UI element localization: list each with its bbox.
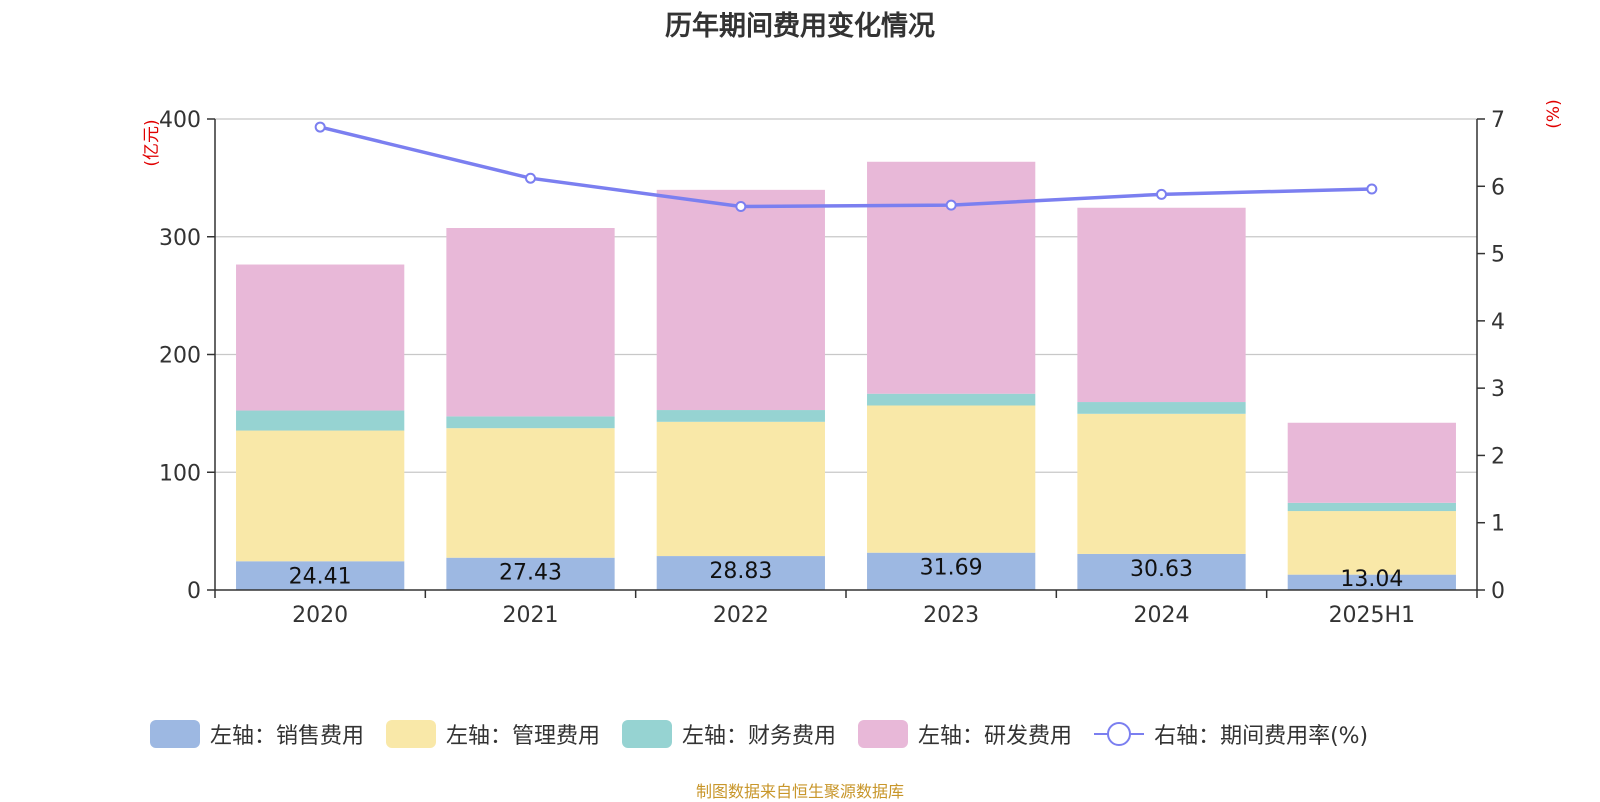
right-tick-label: 3: [1491, 377, 1505, 402]
bar-segment: [1077, 413, 1246, 554]
bar-value-label: 24.41: [289, 564, 352, 589]
bar-value-label: 31.69: [920, 556, 983, 581]
bar-segment: [867, 161, 1036, 394]
x-tick-label: 2025H1: [1329, 603, 1416, 628]
left-tick-label: 300: [159, 226, 201, 251]
legend-swatch: [622, 720, 673, 748]
rate-point: [525, 172, 536, 184]
bar-segment: [1077, 207, 1246, 403]
bar-value-label: 13.04: [1340, 567, 1403, 592]
legend-item[interactable]: 右轴：期间费用率(%): [1094, 718, 1368, 750]
bar-segment: [1287, 574, 1456, 590]
right-tick-label: 5: [1491, 243, 1505, 268]
legend-item[interactable]: 左轴：销售费用: [150, 718, 364, 750]
bar-segment: [1077, 553, 1246, 590]
bar-segment: [446, 557, 615, 590]
legend: 左轴：销售费用 左轴：管理费用 左轴：财务费用 左轴：研发费用 右轴：期间费用率(%): [150, 716, 1390, 752]
chart-canvas: 0 100 200 300 400 0 1 2 3 4 5 6 7 2020 2021 2022 2023 202…: [142, 99, 1564, 628]
bar-segment: [656, 421, 825, 557]
right-tick-label: 4: [1491, 310, 1505, 335]
bar-segment: [236, 561, 405, 590]
rate-line: [314, 121, 1378, 212]
rate-point: [1156, 188, 1167, 200]
right-axis-unit: (%): [1544, 99, 1564, 128]
legend-label: 左轴：销售费用: [210, 724, 365, 749]
x-tick-label: 2023: [923, 603, 979, 628]
rate-line-path: [319, 125, 1372, 209]
left-tick-label: 100: [159, 461, 201, 486]
bar-segment: [867, 552, 1036, 590]
left-tick-label: 200: [159, 344, 201, 369]
bar-value-label: 30.63: [1130, 557, 1193, 582]
rate-point: [735, 200, 747, 212]
right-tick-label: 1: [1491, 512, 1505, 537]
rate-point: [945, 199, 957, 211]
bars: [236, 161, 1456, 590]
bar-segment: [446, 228, 615, 417]
bar-segment: [1287, 422, 1456, 503]
grid-lines: [215, 118, 1477, 473]
right-tick-label: 6: [1491, 175, 1505, 200]
left-tick-label: 400: [159, 108, 201, 133]
legend-line-marker: [1094, 720, 1145, 748]
legend-swatch: [150, 720, 200, 748]
bar-segment: [867, 393, 1036, 406]
bar-segment: [446, 428, 615, 558]
bar-segment: [446, 416, 615, 429]
x-tick-label: 2022: [713, 603, 769, 628]
legend-item[interactable]: 左轴：研发费用: [858, 718, 1072, 750]
x-tick-label: 2021: [503, 603, 559, 628]
legend-item[interactable]: 左轴：管理费用: [386, 718, 600, 750]
bar-segment: [656, 410, 825, 422]
rate-point: [1366, 183, 1378, 195]
bar-segment: [1287, 511, 1456, 575]
legend-label: 左轴：研发费用: [918, 724, 1073, 749]
data-labels: 24.41 27.43 28.83 31.69 30.63 13.04: [289, 556, 1404, 592]
legend-swatch: [858, 720, 909, 748]
bar-value-label: 28.83: [709, 559, 772, 584]
bar-segment: [236, 264, 405, 411]
legend-label: 左轴：财务费用: [682, 724, 837, 749]
left-tick-label: 0: [187, 579, 201, 604]
bar-segment: [656, 189, 825, 411]
left-axis-unit: (亿元): [142, 119, 162, 166]
x-tick-label: 2024: [1134, 603, 1190, 628]
source-note: 制图数据来自恒生聚源数据库: [695, 782, 904, 801]
legend-swatch: [386, 720, 437, 748]
bar-value-label: 27.43: [499, 561, 562, 586]
bar-segment: [1287, 502, 1456, 512]
bar-segment: [656, 556, 825, 590]
rate-point: [314, 121, 326, 133]
x-tick-label: 2020: [292, 603, 348, 628]
right-tick-label: 7: [1491, 108, 1505, 133]
axes: 0 100 200 300 400 0 1 2 3 4 5 6 7 2020 2021 2022 2023 202…: [142, 99, 1564, 628]
bar-segment: [236, 430, 405, 562]
bar-segment: [867, 405, 1036, 553]
bar-segment: [236, 410, 405, 431]
legend-item[interactable]: 左轴：财务费用: [622, 718, 836, 750]
legend-label: 左轴：管理费用: [446, 724, 601, 749]
chart-title: 历年期间费用变化情况: [665, 11, 935, 42]
right-tick-label: 2: [1491, 444, 1505, 469]
legend-label: 右轴：期间费用率(%): [1154, 724, 1369, 749]
right-tick-label: 0: [1491, 579, 1505, 604]
bar-segment: [1077, 402, 1246, 414]
